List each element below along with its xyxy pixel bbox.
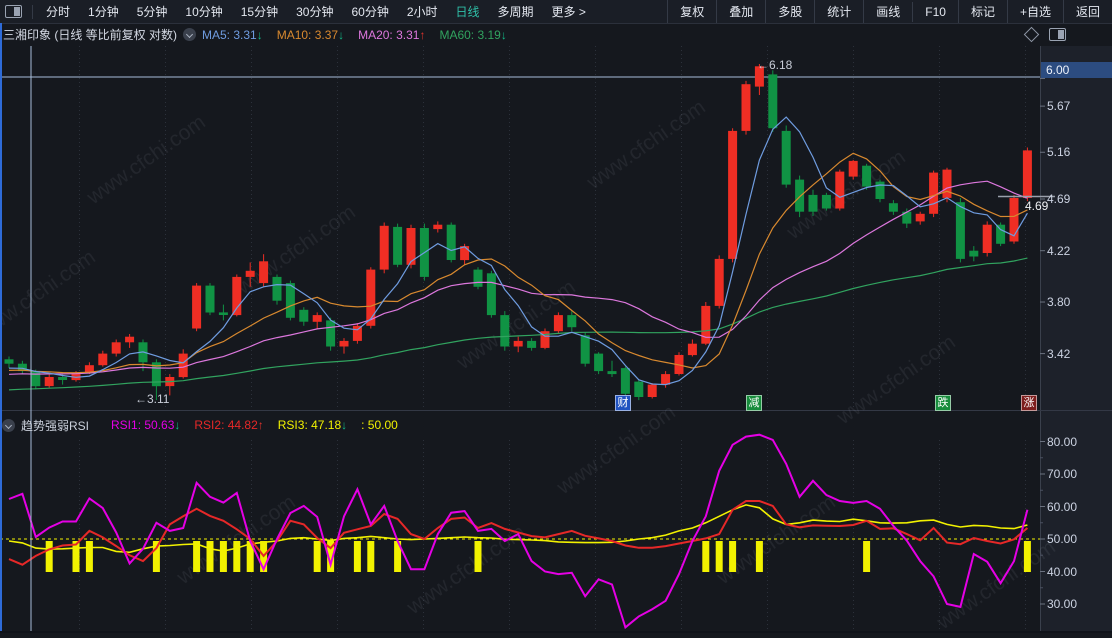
menu-item-2小时[interactable]: 2小时 xyxy=(406,5,438,19)
legend-MA60: MA60: 3.19↓ xyxy=(439,27,507,42)
rsi-indicator-header: 趋势强弱RSI RSI1: 50.63↓ RSI2: 44.82↑ RSI3: 47… xyxy=(0,411,1040,439)
high-price-annotation: ←6.18 xyxy=(757,58,793,72)
legend-RSI2: RSI2: 44.82↑ xyxy=(194,418,264,432)
event-tag-跌[interactable]: 跌 xyxy=(935,395,951,411)
menu-item-15分钟[interactable]: 15分钟 xyxy=(240,5,279,19)
legend-MA10: MA10: 3.37↓ xyxy=(276,27,345,42)
diamond-marker-icon[interactable] xyxy=(1023,26,1040,43)
low-price-annotation: ←3.11 xyxy=(135,392,170,406)
down-arrow-icon: ↓ xyxy=(174,418,181,432)
title-bar: 三湘印象 (日线 等比前复权 对数) MA5: 3.31↓ MA10: 3.37↓… xyxy=(0,23,1112,46)
menu-item-多周期[interactable]: 多周期 xyxy=(497,5,534,19)
down-arrow-icon: ↓ xyxy=(500,27,507,42)
legend-RSI1: RSI1: 50.63↓ xyxy=(111,418,181,432)
legend-RSI3: RSI3: 47.18↓ xyxy=(277,418,348,432)
up-arrow-icon: ↑ xyxy=(419,27,426,42)
svg-text:www.cfchi.com: www.cfchi.com xyxy=(82,110,210,209)
indicator-collapse-icon[interactable] xyxy=(2,418,15,432)
menu-item-更多 >[interactable]: 更多 > xyxy=(551,5,586,19)
menu-item-标记[interactable]: 标记 xyxy=(957,0,1007,23)
menu-item-多股[interactable]: 多股 xyxy=(765,0,814,23)
down-arrow-icon: ↓ xyxy=(256,27,263,42)
menu-item-F10[interactable]: F10 xyxy=(912,1,958,22)
axis-tick-label: 3.80 xyxy=(1047,295,1071,310)
axis-tick-label: 80.00 xyxy=(1047,434,1078,449)
menu-item-返回[interactable]: 返回 xyxy=(1062,0,1112,23)
axis-tick-label: 4.69 xyxy=(1047,192,1071,206)
menu-item-+自选[interactable]: +自选 xyxy=(1006,0,1063,23)
axis-tick-label: 5.16 xyxy=(1047,145,1071,160)
window-left-accent xyxy=(0,23,2,631)
svg-text:www.cfchi.com: www.cfchi.com xyxy=(582,95,710,194)
event-tag-减[interactable]: 减 xyxy=(746,395,762,411)
axis-tick-label: 60.00 xyxy=(1047,499,1078,514)
menu-item-10分钟[interactable]: 10分钟 xyxy=(185,5,223,19)
rsi-legend: RSI1: 50.63↓ RSI2: 44.82↑ RSI3: 47.18↓ : 50… xyxy=(111,418,412,432)
svg-text:www.cfchi.com: www.cfchi.com xyxy=(712,490,840,589)
menu-item-复权[interactable]: 复权 xyxy=(667,0,716,23)
event-tag-财[interactable]: 财 xyxy=(615,395,631,411)
tools-menu: 复权 叠加 多股 统计 画线 F10 标记 +自选 返回 xyxy=(667,0,1112,23)
up-arrow-icon: ↑ xyxy=(257,418,264,432)
axis-tick-label: 3.42 xyxy=(1047,346,1071,361)
menu-item-1分钟[interactable]: 1分钟 xyxy=(88,5,119,19)
down-arrow-icon: ↓ xyxy=(341,418,348,432)
legend-: : 50.00 xyxy=(361,418,398,432)
axis-tick-label: 30.00 xyxy=(1047,597,1078,611)
legend-MA20: MA20: 3.31↑ xyxy=(358,27,426,42)
svg-text:www.cfchi.com: www.cfchi.com xyxy=(0,245,100,344)
collapse-chevron-icon[interactable] xyxy=(183,28,196,41)
axis-tick-label: 70.00 xyxy=(1047,467,1078,481)
corner-icons xyxy=(1023,26,1066,43)
menu-item-分时[interactable]: 分时 xyxy=(46,5,71,19)
top-menu-bar: 分时 1分钟 5分钟 10分钟 15分钟 30分钟 60分钟 2小时 日线 多周期 更多 > 复权叠… xyxy=(0,0,1112,24)
svg-text:www.cfchi.com: www.cfchi.com xyxy=(232,200,360,299)
down-arrow-icon: ↓ xyxy=(338,27,345,42)
period-menu: 分时 1分钟 5分钟 10分钟 15分钟 30分钟 60分钟 2小时 日线 多周期 更多 > xyxy=(37,0,595,23)
layout-panel-icon[interactable] xyxy=(5,5,22,18)
menu-item-画线[interactable]: 画线 xyxy=(863,0,912,23)
menu-item-5分钟[interactable]: 5分钟 xyxy=(136,5,168,19)
axis-tick-label: 50.00 xyxy=(1047,532,1078,546)
axis-tick-label: 40.00 xyxy=(1047,564,1078,579)
panel-toggle-icon[interactable] xyxy=(1049,28,1066,41)
axis-tick-label: 4.22 xyxy=(1047,243,1071,258)
ma-legend: MA5: 3.31↓ MA10: 3.37↓ MA20: 3.31↑ MA60: 3.… xyxy=(202,28,521,42)
stock-title: 三湘印象 (日线 等比前复权 对数) xyxy=(3,28,177,42)
crosshair-price-label: 6.00 xyxy=(1041,62,1112,78)
menu-item-叠加[interactable]: 叠加 xyxy=(716,0,765,23)
axis-tick-label: 5.67 xyxy=(1047,99,1071,114)
legend-MA5: MA5: 3.31↓ xyxy=(202,27,263,42)
window-bottom-edge xyxy=(0,631,1112,633)
menu-divider xyxy=(32,4,33,19)
menu-item-60分钟[interactable]: 60分钟 xyxy=(351,5,389,19)
menu-item-统计[interactable]: 统计 xyxy=(814,0,863,23)
last-price-label: 4.69 xyxy=(1025,199,1049,213)
indicator-name: 趋势强弱RSI xyxy=(21,418,90,433)
menu-item-30分钟[interactable]: 30分钟 xyxy=(296,5,334,19)
menu-item-日线[interactable]: 日线 xyxy=(455,5,480,19)
event-tag-涨[interactable]: 涨 xyxy=(1021,395,1037,411)
